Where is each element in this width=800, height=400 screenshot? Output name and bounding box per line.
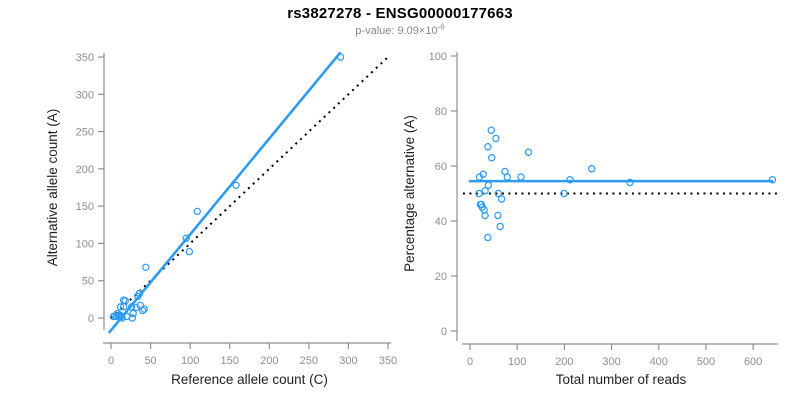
regression-line [108,51,342,334]
x-tick-label: 100 [181,355,199,367]
data-point [232,181,240,189]
y-tick-label: 150 [76,201,94,213]
x-tick-label: 0 [467,356,473,368]
y-tick-label: 100 [429,51,447,63]
x-axis-label: Reference allele count (C) [171,372,328,387]
data-point [127,303,136,311]
x-tick-label: 150 [221,355,239,367]
data-point [116,303,125,311]
y-tick-label: 50 [82,276,94,288]
y-tick-label: 0 [441,326,447,338]
x-tick-label: 200 [555,356,573,368]
data-point [494,189,503,198]
x-tick-label: 500 [697,356,715,368]
x-tick-label: 300 [602,356,620,368]
y-axis-label: Percentage alternative (A) [402,115,417,272]
data-point [135,289,144,298]
y-axis: 0 50 100 150 200 250 300 350 Alternative allele … [45,52,105,330]
data-point [132,303,141,312]
y-tick-label: 40 [435,216,447,228]
data-point [488,154,496,162]
x-tick-label: 100 [508,356,526,368]
y-tick-label: 0 [88,313,94,325]
x-tick-label: 200 [260,355,278,367]
y-tick-label: 60 [435,161,447,173]
x-tick-label: 350 [379,355,397,367]
data-point [138,306,147,315]
data-point [626,178,634,187]
data-point [484,233,492,242]
data-point [185,247,194,256]
p-value-text: p-value: 9.09×10 [355,25,438,37]
data-point [481,187,489,195]
data-point [484,143,492,151]
y-tick-label: 20 [435,271,447,283]
x-tick-label: 50 [144,355,156,367]
data-point [481,211,489,220]
x-axis: 0 50 100 150 200 250 300 350 Reference allele co… [103,342,397,387]
data-point [517,173,525,181]
data-point [503,173,511,181]
x-tick-label: 400 [650,356,668,368]
y-axis-label: Alternative allele count (A) [45,109,60,267]
data-point [566,176,574,184]
data-point [182,234,190,242]
y-tick-label: 100 [76,238,94,250]
y-tick-label: 350 [76,52,94,64]
data-points [109,53,345,322]
left-plot: 0 50 100 150 200 250 300 350 Reference allele co… [45,51,397,387]
y-tick-label: 200 [76,164,94,176]
data-point [142,263,150,271]
plot-title: rs3827278 - ENSG00000177663 [287,5,513,22]
data-point [588,165,596,173]
data-point [140,305,148,313]
y-axis: 0 20 40 60 80 100 Percentage alternative (A) [402,51,458,341]
data-point [193,207,201,216]
x-tick-label: 300 [339,355,357,367]
data-point [479,170,487,178]
x-axis: 0 100 200 300 400 500 600 Total number of reads [462,343,778,387]
data-point [494,211,502,220]
data-point [121,297,129,305]
data-point [497,195,506,203]
plot-subtitle: p-value: 9.09×10-6 [0,22,800,37]
figure-header: rs3827278 - ENSG00000177663 p-value: 9.0… [0,5,800,37]
data-point [487,126,495,134]
data-point [496,222,504,231]
y-tick-label: 250 [76,127,94,139]
identity-line [110,54,391,319]
data-point [484,181,493,189]
x-tick-label: 0 [108,355,114,367]
x-axis-label: Total number of reads [556,372,687,387]
data-point [492,134,500,143]
data-point [336,53,345,61]
x-tick-label: 250 [300,355,318,367]
p-value-exponent: -6 [437,22,445,32]
data-points [475,126,777,242]
x-tick-label: 600 [744,356,762,368]
data-point [128,314,137,322]
y-tick-label: 80 [435,106,447,118]
data-point [524,148,533,156]
data-point [129,309,137,318]
data-point [560,189,568,198]
data-point [475,189,483,198]
data-point [118,314,126,322]
data-point [768,176,777,184]
y-tick-label: 300 [76,89,94,101]
